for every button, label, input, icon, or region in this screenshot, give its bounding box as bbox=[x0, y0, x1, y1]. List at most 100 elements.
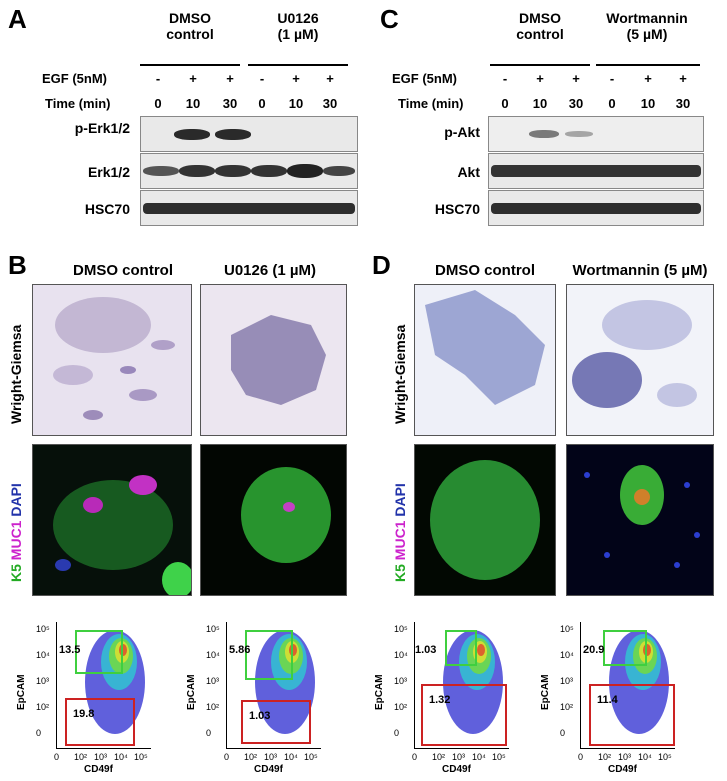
x-tick-label: 0 bbox=[54, 752, 60, 762]
panel-a-group2: U0126 (1 µM) bbox=[277, 10, 319, 42]
gate-lower-value: 19.8 bbox=[73, 708, 95, 720]
panel-d-giemsa-wortmannin bbox=[566, 284, 714, 436]
panel-b-stain2-label: K5 MUC1 DAPI bbox=[8, 483, 24, 582]
giemsa-cells bbox=[425, 290, 545, 405]
panel-a-time-label: Time (min) bbox=[45, 96, 111, 111]
y-tick-label: 0 bbox=[560, 728, 566, 738]
lane-label: + bbox=[189, 71, 197, 86]
y-tick-label: 10² bbox=[206, 702, 220, 712]
x-tick-label: 10⁴ bbox=[284, 752, 298, 762]
panel-c-blot-hsc70 bbox=[488, 190, 704, 226]
lane-label: + bbox=[572, 71, 580, 86]
panel-a-blot-perk bbox=[140, 116, 358, 152]
y-tick-label: 10⁵ bbox=[206, 624, 220, 634]
panel-d-stain2-label: K5 MUC1 DAPI bbox=[392, 483, 408, 582]
gate-lower-value: 1.03 bbox=[249, 710, 271, 722]
y-tick-label: 10⁴ bbox=[394, 650, 408, 660]
x-tick-label: 10³ bbox=[264, 752, 278, 762]
if-cells bbox=[53, 475, 191, 595]
panel-c-time-label: Time (min) bbox=[398, 96, 464, 111]
panel-a-row3-label: HSC70 bbox=[84, 201, 130, 217]
panel-a-letter: A bbox=[8, 4, 27, 34]
muc1-label: MUC1 bbox=[392, 520, 408, 561]
y-axis-title: EpCAM bbox=[186, 674, 197, 710]
gate-lower bbox=[65, 698, 135, 746]
y-tick-label: 10³ bbox=[36, 676, 50, 686]
gate-lower bbox=[589, 684, 675, 746]
gate-upper-value: 5.86 bbox=[229, 644, 251, 656]
panel-a-blot-erk bbox=[140, 153, 358, 189]
x-tick-label: 10⁵ bbox=[134, 752, 148, 762]
x-tick-label: 10² bbox=[598, 752, 612, 762]
blot-band bbox=[179, 165, 215, 177]
panel-c-row1-label: p-Akt bbox=[444, 124, 480, 140]
panel-d-col2-title: Wortmannin (5 µM) bbox=[572, 262, 708, 279]
x-tick-label: 10⁵ bbox=[492, 752, 506, 762]
panel-b-giemsa-u0126 bbox=[200, 284, 347, 436]
if-cells bbox=[430, 460, 540, 580]
gate-lower-value: 11.4 bbox=[597, 694, 618, 706]
k5-label: K5 bbox=[8, 564, 24, 582]
lane-label: - bbox=[609, 71, 615, 86]
lane-label: 0 bbox=[501, 96, 509, 111]
lane-label: + bbox=[326, 71, 334, 86]
x-tick-label: 10⁴ bbox=[638, 752, 652, 762]
x-tick-label: 10² bbox=[74, 752, 88, 762]
gate-lower bbox=[421, 684, 507, 746]
panel-d-stain1-label: Wright-Giemsa bbox=[392, 324, 408, 424]
y-tick-label: 10³ bbox=[206, 676, 220, 686]
panel-c-row2-label: Akt bbox=[457, 164, 480, 180]
lane-label: 30 bbox=[675, 96, 691, 111]
blot-band bbox=[215, 129, 251, 140]
lane-label: + bbox=[226, 71, 234, 86]
giemsa-colony bbox=[231, 315, 326, 405]
blot-band bbox=[143, 166, 179, 176]
panel-a-group1-line bbox=[140, 64, 240, 66]
facs-plot: 20.9 11.4 bbox=[580, 622, 675, 749]
muc1-label: MUC1 bbox=[8, 520, 24, 561]
gate-upper bbox=[603, 630, 647, 666]
x-tick-label: 10² bbox=[244, 752, 258, 762]
blot-band bbox=[323, 166, 355, 176]
lane-label: - bbox=[502, 71, 508, 86]
gate-upper bbox=[445, 630, 477, 666]
x-tick-label: 10⁴ bbox=[114, 752, 128, 762]
gate-upper bbox=[245, 630, 293, 680]
x-axis-title: CD49f bbox=[608, 764, 637, 775]
lane-label: 10 bbox=[532, 96, 548, 111]
lane-label: 30 bbox=[568, 96, 584, 111]
panel-c-group2-line bbox=[596, 64, 700, 66]
y-tick-label: 10⁴ bbox=[36, 650, 50, 660]
panel-d-letter: D bbox=[372, 250, 391, 280]
panel-b-if-u0126 bbox=[200, 444, 347, 596]
giemsa-cells bbox=[53, 297, 175, 420]
facs-plot: 5.86 1.03 bbox=[226, 622, 321, 749]
x-tick-label: 0 bbox=[412, 752, 418, 762]
blot-band bbox=[491, 203, 701, 214]
panel-a-blot-hsc70 bbox=[140, 190, 358, 226]
y-axis-title: EpCAM bbox=[16, 674, 27, 710]
panel-b-stain1-label: Wright-Giemsa bbox=[8, 324, 24, 424]
x-axis-title: CD49f bbox=[84, 764, 113, 775]
blot-band bbox=[174, 129, 210, 140]
panel-b-giemsa-dmso bbox=[32, 284, 192, 436]
blot-band bbox=[143, 203, 355, 214]
blot-band bbox=[251, 165, 287, 177]
gate-lower-value: 1.32 bbox=[429, 694, 451, 706]
panel-b-letter: B bbox=[8, 250, 27, 280]
x-tick-label: 0 bbox=[224, 752, 230, 762]
lane-label: 10 bbox=[640, 96, 656, 111]
x-axis-title: CD49f bbox=[254, 764, 283, 775]
density-blob bbox=[477, 644, 485, 656]
facs-plot: 13.5 19.8 bbox=[56, 622, 151, 749]
lane-label: - bbox=[155, 71, 161, 86]
y-tick-label: 10⁴ bbox=[206, 650, 220, 660]
panel-a-group1: DMSO control bbox=[166, 10, 214, 42]
blot-band bbox=[529, 130, 559, 138]
gate-upper-value: 1.03 bbox=[415, 644, 437, 656]
panel-c-letter: C bbox=[380, 4, 399, 34]
panel-d-if-wortmannin bbox=[566, 444, 714, 596]
y-tick-label: 10² bbox=[560, 702, 574, 712]
panel-c-group1-line bbox=[490, 64, 590, 66]
panel-a-row2-label: Erk1/2 bbox=[87, 164, 130, 180]
